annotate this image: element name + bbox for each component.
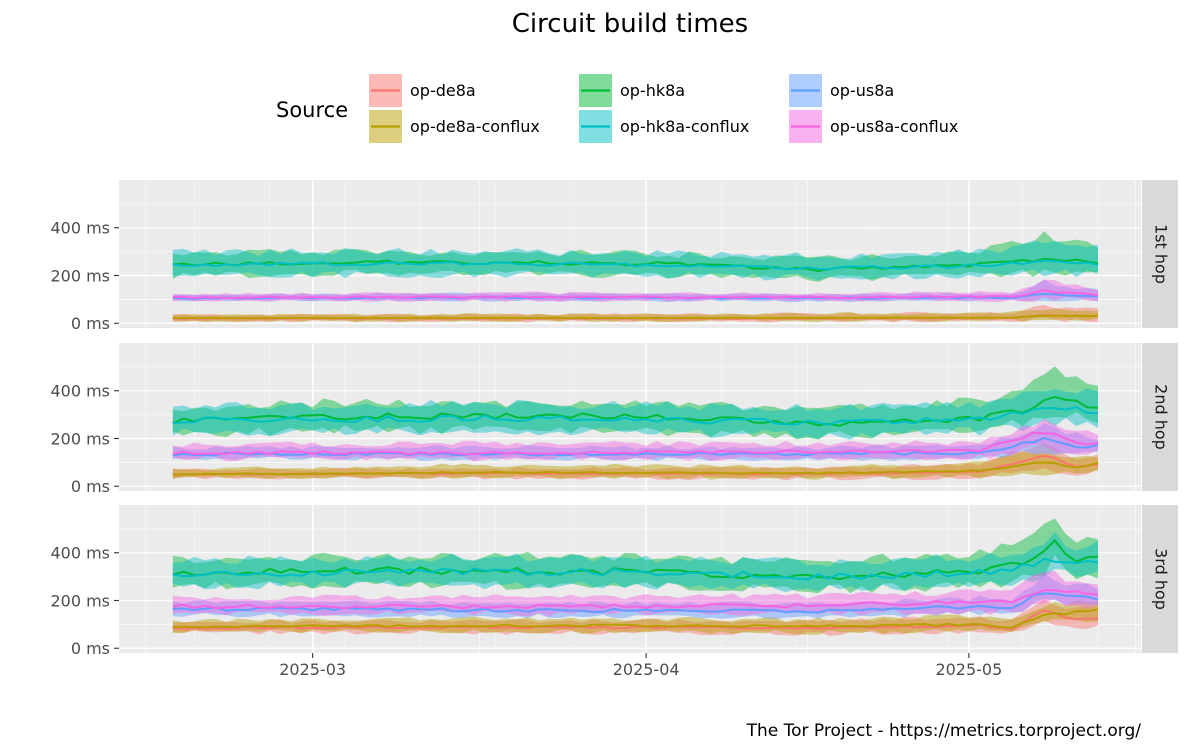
y-tick-label: 400 ms <box>50 382 110 401</box>
series-line <box>172 259 1099 271</box>
series-band <box>172 444 1099 481</box>
legend-item: op-de8a-conflux <box>369 110 540 143</box>
y-tick-label: 0 ms <box>71 314 110 333</box>
facet-panels: 0 ms 200 ms 400 ms 1st hop 0 ms 200 ms 400 ms 2… <box>50 180 1178 658</box>
facet-strip <box>1142 343 1178 491</box>
y-tick-label: 200 ms <box>50 591 110 610</box>
legend-title: Source <box>276 98 348 122</box>
series-line <box>172 592 1099 614</box>
series-line <box>172 406 1099 426</box>
legend-item: op-us8a-conflux <box>789 110 958 143</box>
facet-panel: 0 ms 200 ms 400 ms 1st hop <box>50 180 1178 333</box>
series-band <box>172 518 1099 594</box>
facet-panel: 0 ms 200 ms 400 ms 2nd hop <box>50 343 1178 496</box>
legend-label: op-us8a-conflux <box>830 117 958 136</box>
series-line <box>172 461 1099 476</box>
series-line <box>172 395 1099 427</box>
facet-strip-label: 3rd hop <box>1152 548 1171 610</box>
panel-background <box>119 180 1141 328</box>
series-line <box>172 436 1099 457</box>
legend-item: op-us8a <box>789 74 894 107</box>
y-tick-label: 400 ms <box>50 219 110 238</box>
series-band <box>172 573 1099 619</box>
series-line <box>172 431 1099 456</box>
y-tick-label: 400 ms <box>50 544 110 563</box>
series-line <box>172 289 1099 300</box>
facet-strip-label: 1st hop <box>1152 224 1171 284</box>
series-line <box>172 608 1099 629</box>
facet-strip <box>1142 180 1178 328</box>
facet-strip-label: 2nd hop <box>1152 384 1171 450</box>
legend-entries: op-de8a op-de8a-conflux op-hk8a op-hk8a-con… <box>369 74 958 143</box>
x-tick-label: 2025-04 <box>613 660 680 679</box>
series-band <box>172 240 1099 281</box>
series-line <box>172 589 1099 610</box>
legend-item: op-hk8a-conflux <box>579 110 749 143</box>
legend-label: op-hk8a <box>620 81 685 100</box>
facet-strip <box>1142 505 1178 653</box>
facet-panel: 0 ms 200 ms 400 ms 3rd hop <box>50 505 1178 658</box>
x-tick-label: 2025-03 <box>279 660 346 679</box>
y-tick-label: 200 ms <box>50 429 110 448</box>
legend-label: op-us8a <box>830 81 894 100</box>
series-band <box>172 388 1099 440</box>
legend-label: op-hk8a-conflux <box>620 117 749 136</box>
y-tick-label: 0 ms <box>71 639 110 658</box>
series-line <box>172 539 1099 581</box>
chart-caption: The Tor Project - https://metrics.torpro… <box>746 721 1142 741</box>
x-axis: 2025-03 2025-04 2025-05 <box>279 653 1002 679</box>
series-line <box>172 314 1098 320</box>
y-tick-label: 0 ms <box>71 477 110 496</box>
series-line <box>172 557 1099 581</box>
legend-label: op-de8a <box>410 81 476 100</box>
series-band <box>172 231 1099 282</box>
legend-item: op-de8a <box>369 74 476 107</box>
series-line <box>172 609 1099 631</box>
legend-item: op-hk8a <box>579 74 685 107</box>
x-tick-label: 2025-05 <box>935 660 1002 679</box>
chart-title: Circuit build times <box>512 9 748 39</box>
legend: Source op-de8a op-de8a-conflux op-hk8a op-h… <box>276 74 958 143</box>
legend-label: op-de8a-conflux <box>410 117 540 136</box>
y-tick-label: 200 ms <box>50 266 110 285</box>
